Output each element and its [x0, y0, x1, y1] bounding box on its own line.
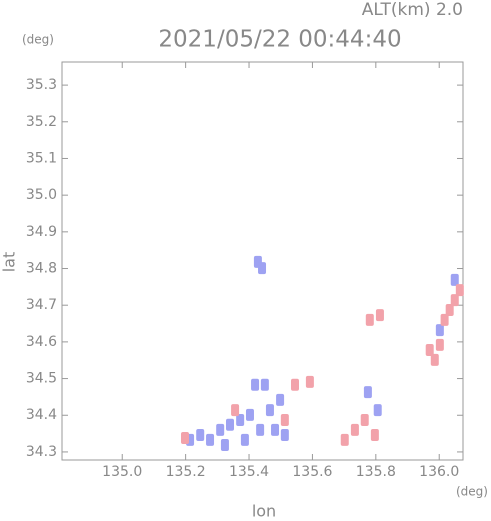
point: [240, 433, 249, 446]
y-tick-label: 34.7: [26, 297, 57, 313]
point: [226, 418, 235, 431]
point: [245, 408, 254, 421]
point: [236, 414, 245, 427]
x-tick-label: 136.0: [419, 464, 459, 480]
point: [373, 404, 382, 417]
y-tick-label: 34.9: [26, 224, 57, 240]
chart-title: 2021/05/22 00:44:40: [158, 27, 401, 53]
x-unit: (deg): [456, 485, 488, 499]
point: [280, 414, 289, 427]
point: [363, 386, 372, 399]
point: [260, 378, 269, 391]
point: [258, 262, 267, 275]
x-tick-label: 135.0: [102, 464, 142, 480]
y-tick-label: 34.4: [26, 407, 57, 423]
point: [216, 423, 225, 436]
y-tick-label: 34.5: [26, 371, 57, 387]
x-tick-label: 135.2: [166, 464, 206, 480]
point: [231, 404, 240, 417]
point: [256, 423, 265, 436]
x-tick-label: 135.6: [292, 464, 332, 480]
plot-frame: [61, 61, 464, 461]
point: [265, 404, 274, 417]
y-tick-label: 35.3: [26, 77, 57, 93]
point: [425, 343, 434, 356]
y-tick-label: 34.8: [26, 261, 57, 277]
y-axis-label: lat: [0, 252, 19, 273]
point: [350, 423, 359, 436]
point: [340, 433, 349, 446]
point: [450, 273, 459, 286]
y-tick-label: 35.0: [26, 187, 57, 203]
y-tick-label: 35.1: [26, 150, 57, 166]
y-tick-label: 35.2: [26, 114, 57, 130]
point: [430, 353, 439, 366]
point: [206, 433, 215, 446]
point: [220, 438, 229, 451]
y-tick-label: 34.6: [26, 334, 57, 350]
point: [290, 378, 299, 391]
point: [251, 378, 260, 391]
point: [365, 313, 374, 326]
point: [375, 309, 384, 322]
point: [435, 324, 444, 337]
point: [196, 429, 205, 442]
point: [360, 414, 369, 427]
point: [435, 338, 444, 351]
x-axis-label: lon: [252, 502, 276, 521]
x-tick-label: 135.8: [356, 464, 396, 480]
point: [276, 393, 285, 406]
y-tick-label: 34.3: [26, 444, 57, 460]
point: [180, 431, 189, 444]
point: [455, 284, 464, 297]
point: [370, 429, 379, 442]
point: [440, 313, 449, 326]
point: [305, 375, 314, 388]
y-unit: (deg): [22, 33, 54, 47]
point: [280, 429, 289, 442]
point: [445, 303, 454, 316]
point: [271, 423, 280, 436]
x-tick-label: 135.4: [229, 464, 269, 480]
point: [450, 294, 459, 307]
subtitle: ALT(km) 2.0: [362, 0, 463, 20]
